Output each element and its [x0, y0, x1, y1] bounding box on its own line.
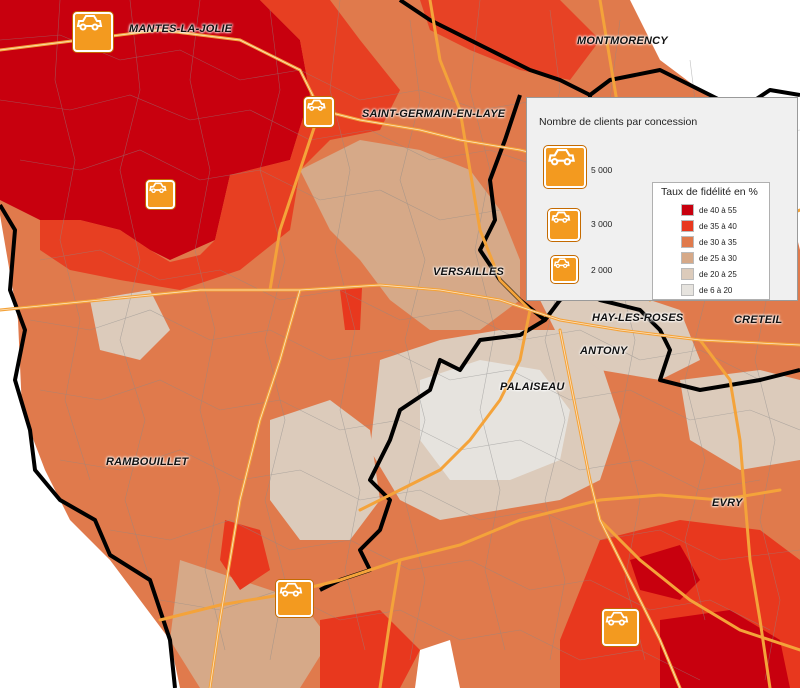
zone-lightest-center [420, 360, 570, 480]
legend-class-row: de 30 à 35 [681, 235, 737, 249]
car-icon [149, 182, 167, 193]
map-legend: Nombre de clients par concession 5 000 3… [526, 97, 798, 301]
legend-class-swatch [681, 268, 694, 280]
legend-size-2000-label: 2 000 [591, 265, 613, 275]
legend-class-label: de 35 à 40 [699, 221, 737, 231]
dealership-saint-germain[interactable] [304, 97, 334, 127]
legend-class-row: de 25 à 30 [681, 251, 737, 265]
outside-area-ne [630, 0, 800, 250]
city-label-montmorency: MONTMORENCY [577, 35, 668, 47]
legend-class-swatch [681, 252, 694, 264]
city-label-saint-germain: SAINT-GERMAIN-EN-LAYE [362, 108, 506, 120]
zone-40-55-nw [0, 0, 310, 260]
city-label-hay: HAY-LES-ROSES [592, 312, 684, 324]
city-label-antony: ANTONY [580, 345, 628, 357]
dealership-mantes[interactable] [73, 12, 113, 52]
legend-clients-title: Nombre de clients par concession [539, 116, 698, 128]
car-icon [605, 611, 629, 626]
legend-size-5000-symbol [544, 146, 586, 188]
legend-class-label: de 30 à 35 [699, 237, 737, 247]
legend-size-3000-symbol [548, 209, 580, 241]
legend-class-row: de 35 à 40 [681, 219, 737, 233]
legend-class-label: de 25 à 30 [699, 253, 737, 263]
zone-40-55-se2 [660, 610, 790, 688]
city-label-mantes: MANTES-LA-JOLIE [129, 23, 233, 35]
zone-light-hay [540, 290, 700, 380]
legend-loyalty-box: Taux de fidélité en % de 40 à 55 de 35 à… [652, 182, 770, 300]
zone-40-55-se [630, 545, 700, 600]
city-label-versailles: VERSAILLES [433, 266, 505, 278]
legend-class-row: de 20 à 25 [681, 267, 737, 281]
dealership-south-east[interactable] [602, 609, 639, 646]
zone-light-sw [170, 560, 330, 688]
legend-class-swatch [681, 236, 694, 248]
city-label-creteil: CRETEIL [734, 314, 783, 326]
zone-light-south [270, 400, 380, 540]
car-icon [548, 149, 575, 166]
zone-light-east [680, 370, 800, 470]
zone-light-versailles [300, 140, 520, 330]
car-icon [279, 582, 303, 597]
car-icon [553, 258, 570, 269]
legend-size-3000-label: 3 000 [591, 219, 613, 229]
legend-class-label: de 20 à 25 [699, 269, 737, 279]
outside-area-se [415, 640, 460, 688]
city-label-rambouillet: RAMBOUILLET [106, 456, 189, 468]
legend-class-row: de 40 à 55 [681, 203, 737, 217]
city-label-evry: EVRY [712, 497, 743, 509]
legend-size-2000-symbol [551, 256, 578, 283]
zone-light-west [90, 290, 170, 360]
outside-area [0, 0, 180, 688]
legend-loyalty-title: Taux de fidélité en % [661, 186, 758, 198]
zone-35-40-s [320, 610, 420, 688]
car-icon [307, 99, 326, 111]
zone-35-40-nw [40, 0, 400, 290]
dealership-north-west[interactable] [146, 180, 175, 209]
legend-class-row: de 6 à 20 [681, 283, 732, 297]
legend-class-label: de 6 à 20 [699, 285, 733, 295]
legend-class-swatch [681, 204, 694, 216]
city-label-palaiseau: PALAISEAU [500, 381, 565, 393]
zone-35-40-ne [420, 0, 600, 80]
car-icon [76, 15, 103, 31]
legend-class-swatch [681, 220, 694, 232]
legend-size-5000-label: 5 000 [591, 165, 613, 175]
car-icon [551, 211, 571, 223]
legend-class-label: de 40 à 55 [699, 205, 737, 215]
dealership-south-west[interactable] [276, 580, 313, 617]
legend-class-swatch [681, 284, 694, 296]
